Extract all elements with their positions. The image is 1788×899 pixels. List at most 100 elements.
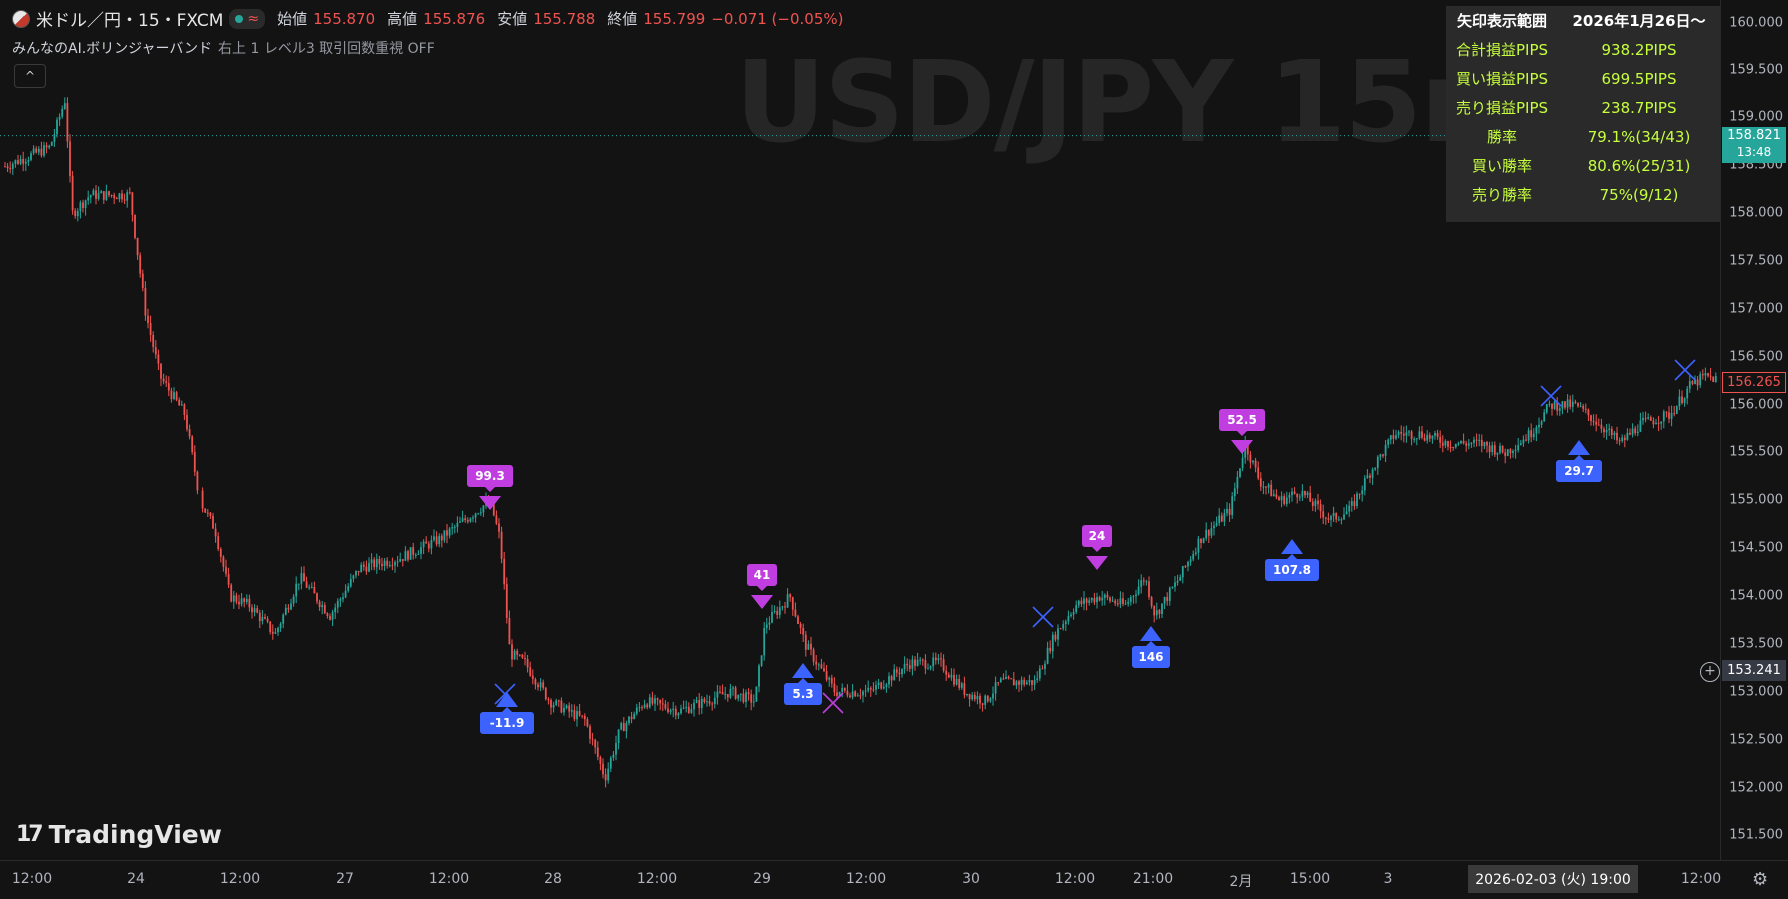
- candle: [87, 190, 90, 205]
- candle: [448, 526, 451, 539]
- candle: [1441, 435, 1444, 453]
- candle: [1122, 592, 1124, 607]
- candle: [1155, 602, 1158, 620]
- candle: [1616, 426, 1618, 444]
- candle: [342, 592, 344, 603]
- candle: [61, 105, 64, 119]
- buy-signal-marker[interactable]: -11.9: [480, 692, 534, 734]
- candle: [401, 559, 404, 567]
- candle: [1387, 438, 1390, 449]
- collapse-legend-button[interactable]: ^: [14, 64, 46, 88]
- candle: [472, 515, 474, 523]
- sell-signal-marker[interactable]: 52.5: [1219, 409, 1265, 454]
- currency-flag-icon: [12, 9, 30, 28]
- candle: [968, 693, 971, 707]
- candle: [602, 758, 604, 779]
- candle: [659, 699, 662, 711]
- tradingview-logo[interactable]: 17 TradingView: [16, 820, 222, 849]
- candle: [240, 593, 243, 607]
- candle: [646, 702, 649, 710]
- candle: [672, 701, 675, 718]
- candle: [1033, 675, 1036, 690]
- candle: [638, 702, 641, 712]
- candle: [1460, 440, 1462, 445]
- candle: [1467, 439, 1470, 450]
- buy-signal-marker[interactable]: 146: [1132, 626, 1170, 668]
- candle: [1166, 592, 1169, 606]
- candle: [1558, 405, 1561, 416]
- candle: [173, 387, 175, 401]
- crosshair-price-tag: 153.241: [1722, 660, 1786, 681]
- candle: [1057, 624, 1059, 647]
- stats-label: 買い勝率: [1472, 157, 1533, 175]
- candle: [721, 684, 724, 695]
- stats-header-label: 矢印表示範囲: [1457, 12, 1548, 30]
- candle: [420, 541, 422, 560]
- sell-signal-marker[interactable]: 24: [1082, 525, 1112, 570]
- candle: [427, 541, 430, 553]
- price-label: 155.000: [1729, 492, 1783, 508]
- time-axis[interactable]: 12:00 24 12:00 27 12:00 28 12:00 29 12:0…: [0, 860, 1788, 899]
- candle: [1278, 495, 1280, 501]
- candle: [277, 626, 279, 636]
- candle: [1644, 411, 1647, 423]
- candle: [1309, 485, 1312, 502]
- candle: [823, 662, 825, 673]
- candle: [1571, 394, 1574, 413]
- candle: [375, 553, 378, 574]
- candle: [1488, 441, 1491, 459]
- candle: [128, 187, 131, 195]
- chart-canvas[interactable]: USD/JPY 15m 99.3 -11.9 41 5.3 24 146 52.5 107.8…: [0, 0, 1720, 860]
- buy-signal-marker[interactable]: 5.3: [784, 663, 822, 705]
- candle: [620, 721, 623, 731]
- candle: [1522, 435, 1525, 447]
- stats-row: 勝率 79.1%(34/43): [1446, 122, 1720, 151]
- sell-signal-marker[interactable]: 99.3: [467, 465, 513, 510]
- candle: [183, 403, 186, 421]
- market-status-pill[interactable]: ≈: [229, 8, 266, 29]
- candle: [612, 751, 615, 761]
- candlestick-chart[interactable]: 99.3 -11.9 41 5.3 24 146 52.5 107.8 29.7: [0, 0, 1720, 860]
- candle: [1215, 516, 1218, 527]
- candle: [331, 609, 334, 626]
- candle: [1012, 672, 1015, 686]
- candle: [1098, 595, 1101, 602]
- candle: [1072, 608, 1075, 620]
- candle: [1062, 620, 1065, 631]
- candle: [950, 668, 953, 681]
- candle: [1449, 440, 1452, 453]
- candle: [947, 672, 950, 679]
- candle: [1150, 595, 1153, 609]
- candle: [544, 686, 547, 701]
- candle: [888, 672, 890, 689]
- candle: [290, 598, 292, 611]
- indicator-legend[interactable]: みんなのAI.ボリンジャーバンド 右上 1 レベル3 取引回数重視 OFF: [12, 38, 435, 58]
- sell-signal-marker[interactable]: 41: [747, 564, 777, 609]
- candle: [22, 151, 25, 172]
- low-label: 安値: [497, 10, 528, 28]
- candle: [245, 594, 248, 605]
- candle: [1023, 677, 1026, 687]
- candle: [1356, 491, 1358, 509]
- candle: [435, 531, 438, 547]
- candle: [1252, 460, 1254, 465]
- signal-label: 29.7: [1564, 464, 1594, 478]
- plus-circle-icon[interactable]: +: [1700, 662, 1720, 682]
- high-value: 155.876: [423, 9, 486, 28]
- price-label: 154.000: [1729, 588, 1783, 604]
- indicator-name[interactable]: みんなのAI.ボリンジャーバンド: [12, 41, 213, 57]
- candle: [1210, 522, 1213, 539]
- candle: [9, 161, 12, 174]
- candle: [927, 663, 929, 670]
- buy-signal-marker[interactable]: 107.8: [1265, 539, 1319, 581]
- candle: [1265, 486, 1267, 495]
- candle: [1288, 492, 1291, 504]
- gear-icon[interactable]: ⚙: [1752, 869, 1769, 890]
- time-label: 12:00: [636, 871, 678, 887]
- candle: [1330, 514, 1332, 527]
- candle: [903, 656, 906, 674]
- buy-signal-marker[interactable]: 29.7: [1556, 440, 1602, 482]
- candle: [1577, 402, 1579, 408]
- candle: [1686, 386, 1689, 405]
- symbol-title[interactable]: 米ドル／円・15・FXCM: [36, 11, 224, 31]
